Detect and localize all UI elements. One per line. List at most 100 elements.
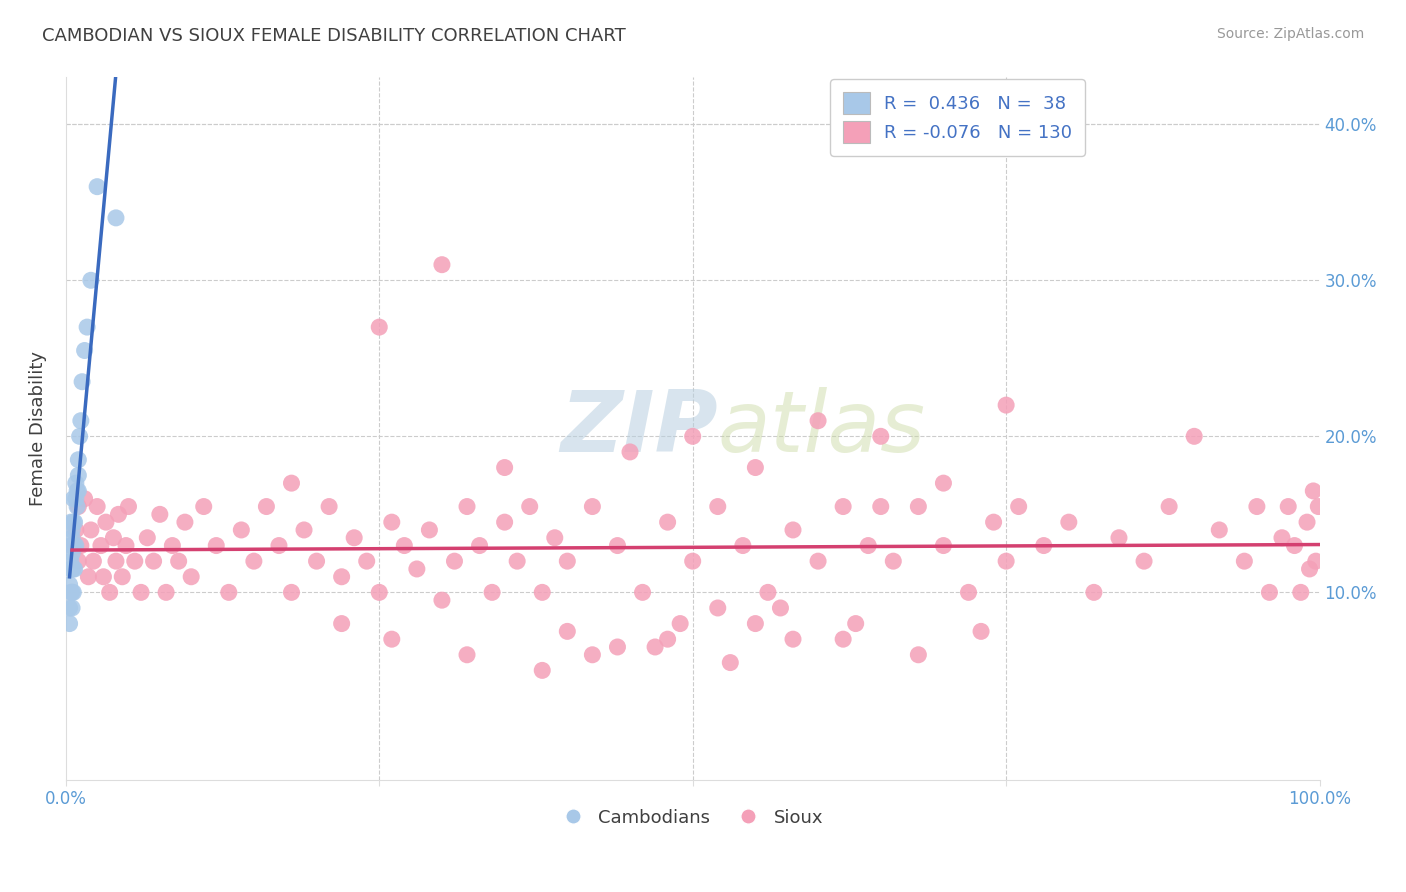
Point: [506, 554, 529, 568]
Point: [107, 508, 129, 522]
Point: [807, 414, 830, 428]
Point: [381, 632, 404, 647]
Point: [86, 500, 108, 514]
Point: [756, 585, 779, 599]
Point: [682, 554, 704, 568]
Point: [1233, 554, 1256, 568]
Point: [104, 554, 127, 568]
Point: [70, 539, 93, 553]
Point: [124, 554, 146, 568]
Point: [149, 508, 172, 522]
Point: [66, 483, 89, 498]
Point: [63, 539, 86, 553]
Point: [115, 539, 138, 553]
Point: [644, 640, 666, 654]
Point: [73, 343, 96, 358]
Point: [707, 500, 730, 514]
Text: atlas: atlas: [718, 387, 925, 470]
Point: [180, 570, 202, 584]
Point: [67, 500, 90, 514]
Point: [62, 491, 84, 506]
Point: [932, 476, 955, 491]
Point: [69, 429, 91, 443]
Point: [70, 375, 93, 389]
Point: [1298, 562, 1320, 576]
Point: [59, 515, 82, 529]
Point: [1258, 585, 1281, 599]
Point: [581, 648, 603, 662]
Point: [983, 515, 1005, 529]
Point: [1305, 554, 1327, 568]
Point: [731, 539, 754, 553]
Point: [254, 500, 277, 514]
Point: [318, 500, 340, 514]
Point: [481, 585, 503, 599]
Point: [1208, 523, 1230, 537]
Point: [932, 539, 955, 553]
Point: [494, 515, 516, 529]
Point: [1277, 500, 1299, 514]
Point: [65, 476, 87, 491]
Point: [769, 601, 792, 615]
Point: [1032, 539, 1054, 553]
Point: [869, 429, 891, 443]
Point: [631, 585, 654, 599]
Point: [136, 531, 159, 545]
Point: [995, 554, 1018, 568]
Point: [305, 554, 328, 568]
Point: [707, 601, 730, 615]
Point: [343, 531, 366, 545]
Point: [243, 554, 266, 568]
Point: [1246, 500, 1268, 514]
Point: [60, 562, 83, 576]
Point: [356, 554, 378, 568]
Point: [67, 452, 90, 467]
Point: [58, 601, 80, 615]
Point: [744, 616, 766, 631]
Point: [174, 515, 197, 529]
Y-axis label: Female Disability: Female Disability: [30, 351, 46, 506]
Point: [718, 656, 741, 670]
Point: [1289, 585, 1312, 599]
Point: [82, 554, 104, 568]
Point: [869, 500, 891, 514]
Point: [581, 500, 603, 514]
Point: [80, 523, 103, 537]
Point: [60, 531, 83, 545]
Point: [67, 483, 90, 498]
Point: [832, 632, 855, 647]
Point: [430, 593, 453, 607]
Point: [67, 554, 90, 568]
Point: [65, 523, 87, 537]
Point: [77, 570, 100, 584]
Point: [231, 523, 253, 537]
Point: [907, 500, 929, 514]
Point: [405, 562, 427, 576]
Point: [1083, 585, 1105, 599]
Point: [59, 539, 82, 553]
Point: [1308, 500, 1330, 514]
Point: [80, 273, 103, 287]
Point: [62, 562, 84, 576]
Point: [62, 539, 84, 553]
Legend: Cambodians, Sioux: Cambodians, Sioux: [555, 801, 831, 834]
Point: [63, 515, 86, 529]
Point: [657, 632, 679, 647]
Point: [555, 554, 578, 568]
Point: [62, 515, 84, 529]
Point: [468, 539, 491, 553]
Point: [782, 523, 804, 537]
Point: [330, 616, 353, 631]
Point: [1108, 531, 1130, 545]
Point: [280, 585, 302, 599]
Point: [456, 500, 478, 514]
Point: [381, 515, 404, 529]
Point: [67, 468, 90, 483]
Point: [995, 398, 1018, 412]
Point: [456, 648, 478, 662]
Point: [167, 554, 190, 568]
Point: [832, 500, 855, 514]
Point: [519, 500, 541, 514]
Point: [858, 539, 880, 553]
Point: [60, 523, 83, 537]
